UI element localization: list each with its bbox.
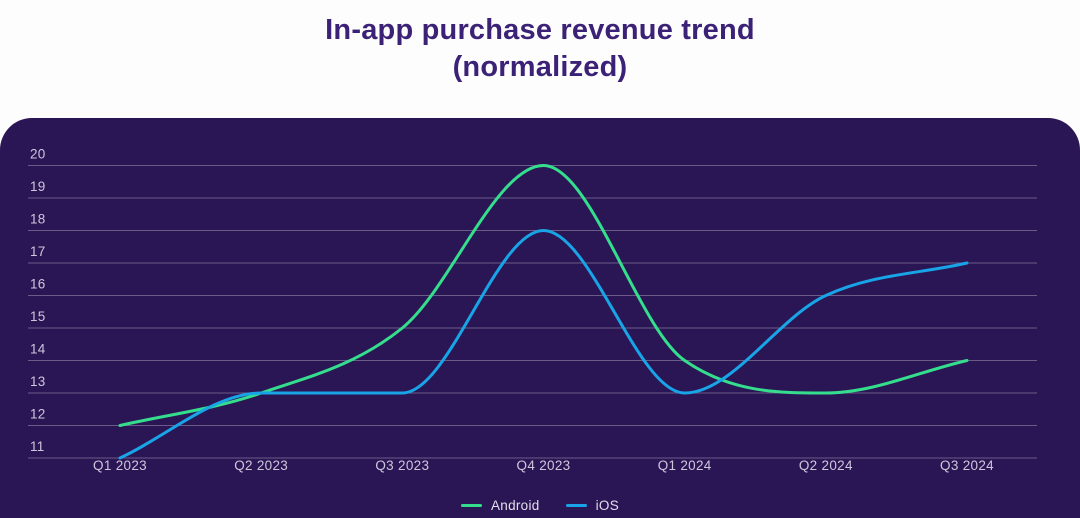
x-axis-label-q2-2024: Q2 2024 — [799, 458, 853, 473]
y-axis-label-12: 12 — [30, 407, 46, 422]
y-axis-label-11: 11 — [30, 439, 45, 454]
chart-title-line1: In-app purchase revenue trend — [325, 14, 755, 46]
x-axis-label-q4-2023: Q4 2023 — [517, 458, 571, 473]
y-axis-label-13: 13 — [30, 374, 46, 389]
x-axis-label-q3-2024: Q3 2024 — [940, 458, 994, 473]
x-axis-label-q2-2023: Q2 2023 — [234, 458, 288, 473]
chart-legend: Android iOS — [0, 496, 1080, 514]
x-axis-label-q1-2024: Q1 2024 — [658, 458, 712, 473]
chart-card: 11 12 13 14 15 16 17 18 19 20 Q1 2023 Q2 2023 Q3 202… — [0, 118, 1080, 518]
y-axis-label-16: 16 — [30, 277, 46, 292]
x-axis-label-q3-2023: Q3 2023 — [375, 458, 429, 473]
chart-title-line2: (normalized) — [452, 51, 628, 83]
android-line-swatch — [460, 503, 482, 507]
chart-title: In-app purchase revenue trend (normalize… — [325, 12, 755, 86]
y-axis-label-20: 20 — [30, 147, 46, 162]
x-axis-label-q1-2023: Q1 2023 — [93, 458, 147, 473]
y-axis-label-15: 15 — [30, 309, 46, 324]
ios-line-swatch — [565, 503, 587, 507]
y-axis-label-19: 19 — [30, 179, 46, 194]
legend-item-ios: iOS — [565, 497, 620, 513]
legend-item-android: Android — [460, 497, 540, 513]
line-chart: 11 12 13 14 15 16 17 18 19 20 Q1 2023 Q2 2023 Q3 202… — [28, 147, 1037, 473]
legend-label-android: Android — [490, 497, 540, 513]
y-axis-label-18: 18 — [30, 212, 46, 227]
chart-header: In-app purchase revenue trend (normalize… — [0, 0, 1080, 118]
y-axis-label-17: 17 — [30, 244, 46, 259]
y-axis-label-14: 14 — [30, 342, 46, 357]
legend-label-ios: iOS — [595, 497, 620, 513]
ios-trend-line — [118, 229, 969, 460]
